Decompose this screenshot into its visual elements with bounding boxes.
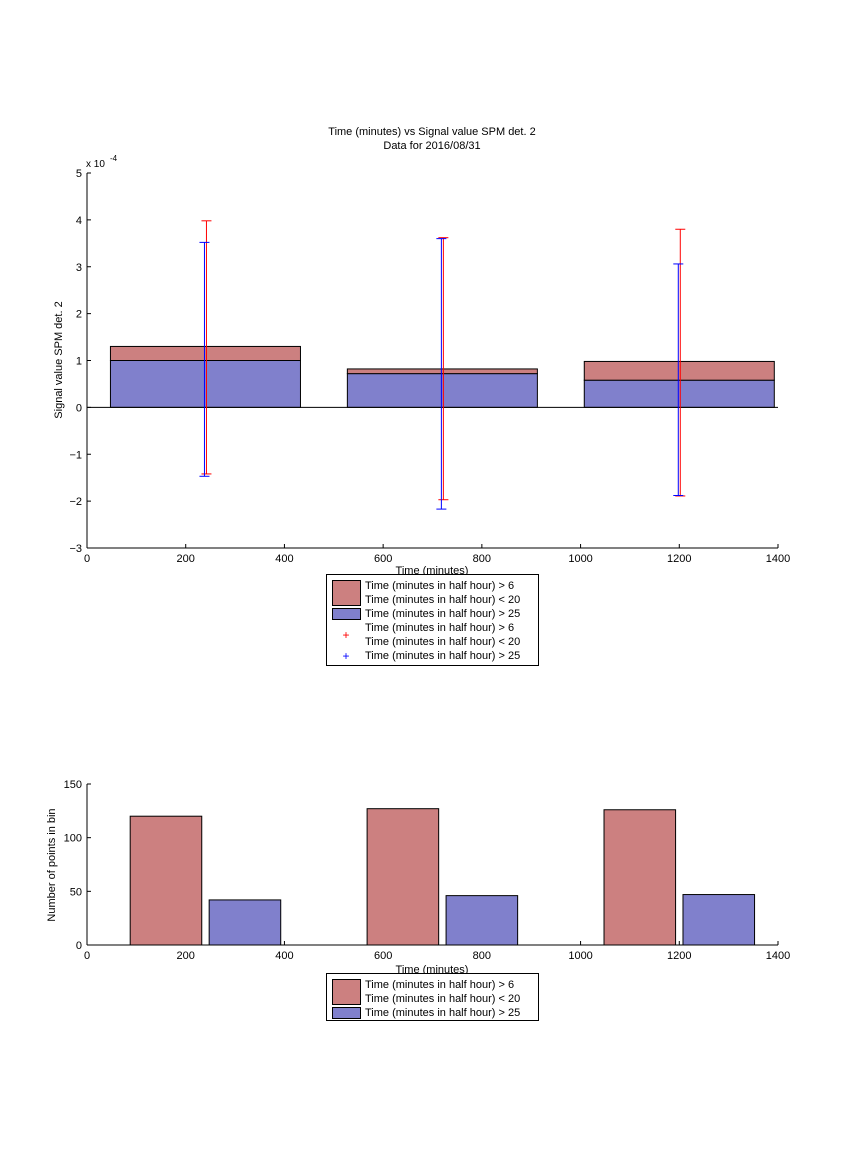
signal-y-tick-label: −3	[69, 543, 82, 555]
signal-x-tick-label: 1200	[667, 553, 691, 565]
signal-x-tick-label: 1000	[568, 553, 592, 565]
count-bar	[366, 808, 440, 946]
signal-x-tick-label: 800	[473, 553, 491, 565]
count-y-axis-label: Number of points in bin	[46, 808, 58, 921]
signal-y-tick-label: 4	[76, 215, 82, 227]
count-x-tick-label: 200	[177, 950, 195, 962]
signal-chart-subtitle: Data for 2016/08/31	[383, 140, 480, 152]
legend-swatch	[332, 979, 361, 1005]
count-y-tick-label: 0	[76, 940, 82, 952]
signal-chart-title: Time (minutes) vs Signal value SPM det. …	[328, 126, 535, 138]
legend-label: Time (minutes in half hour) < 20	[365, 993, 521, 1005]
legend-marker: +	[342, 628, 350, 642]
signal-x-tick-label: 400	[275, 553, 293, 565]
count-bar	[682, 894, 756, 946]
signal-bar	[583, 379, 775, 408]
signal-bar	[346, 373, 538, 408]
signal-y-tick-label: 2	[76, 309, 82, 321]
signal-y-exponent: x 10	[86, 159, 105, 170]
signal-y-tick-label: 5	[76, 168, 82, 180]
legend-label: Time (minutes in half hour) > 6	[365, 622, 515, 634]
legend-label: Time (minutes in half hour) > 25	[365, 650, 521, 662]
legend-label: Time (minutes in half hour) > 6	[365, 580, 515, 592]
legend-label: Time (minutes in half hour) > 6	[365, 979, 515, 991]
count-x-tick-label: 1000	[568, 950, 592, 962]
count-bar	[445, 895, 519, 946]
legend-label: Time (minutes in half hour) > 25	[365, 608, 521, 620]
count-x-tick-label: 1200	[667, 950, 691, 962]
signal-y-tick-label: −2	[69, 496, 82, 508]
signal-y-tick-label: 1	[76, 356, 82, 368]
signal-x-tick-label: 200	[177, 553, 195, 565]
count-x-tick-label: 600	[374, 950, 392, 962]
signal-y-tick-label: 3	[76, 262, 82, 274]
signal-x-tick-label: 600	[374, 553, 392, 565]
legend-marker: +	[342, 649, 350, 663]
signal-y-axis-label: Signal value SPM det. 2	[53, 301, 65, 418]
signal-bar	[583, 360, 775, 381]
count-y-tick-label: 150	[64, 779, 82, 791]
signal-x-tick-label: 1400	[766, 553, 790, 565]
count-x-tick-label: 1400	[766, 950, 790, 962]
legend-label: Time (minutes in half hour) < 20	[365, 636, 521, 648]
legend-swatch	[332, 580, 361, 606]
signal-y-exponent-power: -4	[110, 154, 118, 163]
count-x-tick-label: 0	[84, 950, 90, 962]
count-chart-legend: Time (minutes in half hour) > 6 Time (min…	[326, 973, 539, 1021]
signal-x-tick-label: 0	[84, 553, 90, 565]
count-bar	[208, 899, 282, 946]
signal-y-tick-label: 0	[76, 402, 82, 414]
signal-bar	[109, 360, 301, 408]
count-y-tick-label: 50	[70, 886, 82, 898]
count-bar	[129, 815, 203, 946]
signal-y-tick-label: −1	[69, 449, 82, 461]
signal-chart: 0 200 400 600 800 1000 1200 1400 −3 −2 −1 0 1 2 3 4 5 Tim…	[53, 126, 790, 577]
signal-bar	[346, 368, 538, 375]
count-bar	[603, 809, 677, 946]
count-x-tick-label: 400	[275, 950, 293, 962]
signal-chart-legend: Time (minutes in half hour) > 6 Time (min…	[326, 574, 539, 666]
count-x-tick-label: 800	[473, 950, 491, 962]
signal-bar	[109, 345, 301, 361]
count-y-tick-label: 100	[64, 833, 82, 845]
legend-swatch	[332, 1007, 361, 1019]
legend-swatch	[332, 608, 361, 620]
legend-label: Time (minutes in half hour) < 20	[365, 594, 521, 606]
legend-label: Time (minutes in half hour) > 25	[365, 1007, 521, 1019]
